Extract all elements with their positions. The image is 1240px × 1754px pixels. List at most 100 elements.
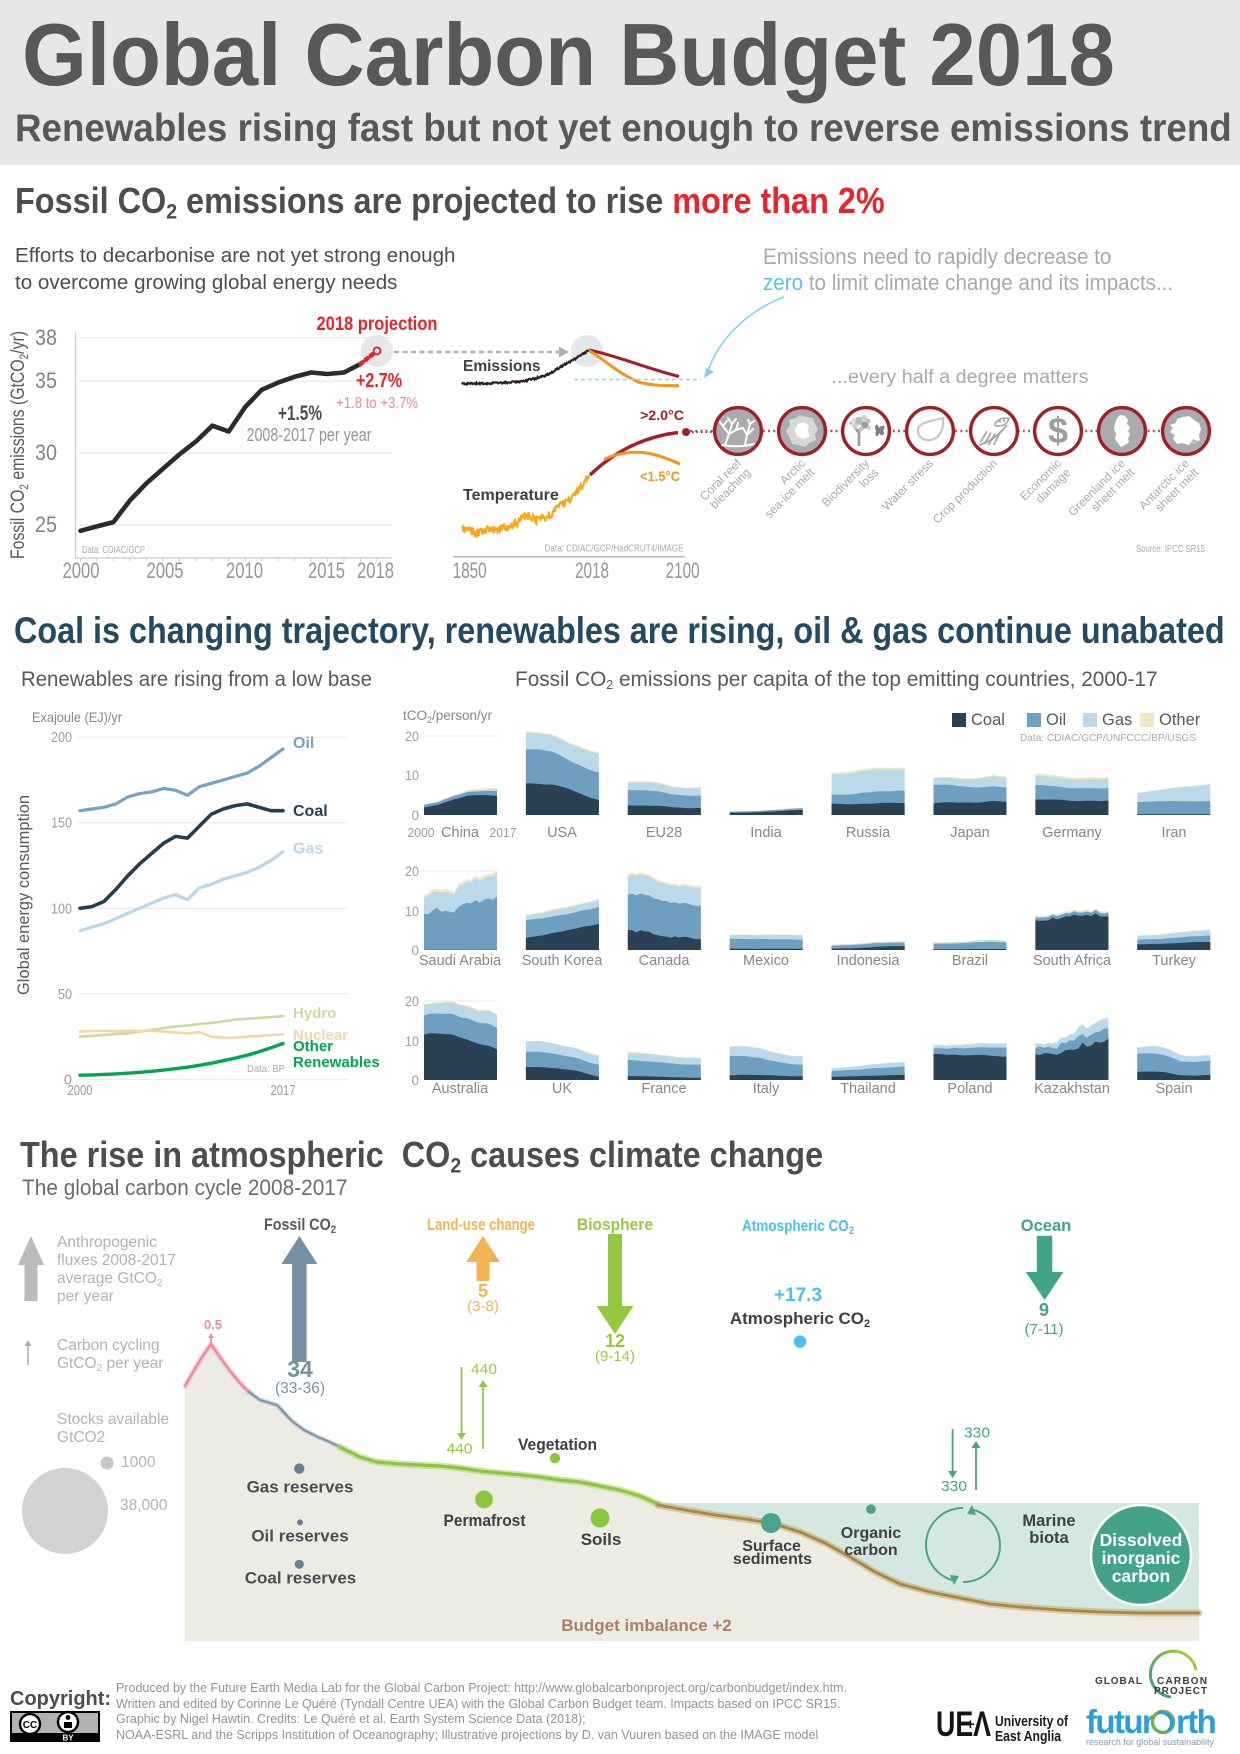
svg-text:UEΛ: UEΛ xyxy=(936,1705,991,1744)
svg-text:+: + xyxy=(966,1716,975,1733)
svg-text:futur: futur xyxy=(1086,1703,1155,1740)
svg-text:Iran: Iran xyxy=(1162,825,1187,841)
svg-text:150: 150 xyxy=(51,816,72,832)
svg-text:0: 0 xyxy=(411,808,419,823)
svg-text:tCO2/person/yr: tCO2/person/yr xyxy=(403,708,493,725)
svg-text:12: 12 xyxy=(605,1331,625,1351)
svg-text:Marine: Marine xyxy=(1022,1512,1075,1530)
svg-text:440: 440 xyxy=(447,1440,473,1457)
svg-text:330: 330 xyxy=(964,1425,990,1442)
svg-text:<1.5°C: <1.5°C xyxy=(640,469,680,484)
svg-text:Data: BP: Data: BP xyxy=(247,1063,285,1075)
svg-text:2018: 2018 xyxy=(357,558,394,583)
svg-text:China: China xyxy=(441,825,480,841)
svg-text:2000: 2000 xyxy=(408,825,435,840)
svg-text:Ocean: Ocean xyxy=(1021,1217,1071,1235)
svg-text:>2.0°C: >2.0°C xyxy=(640,408,684,423)
svg-text:2100: 2100 xyxy=(666,558,700,583)
svg-text:UK: UK xyxy=(552,1081,572,1097)
svg-text:2005: 2005 xyxy=(147,558,184,583)
svg-text:2000: 2000 xyxy=(63,558,100,583)
svg-text:Fossil CO2: Fossil CO2 xyxy=(264,1216,336,1236)
svg-text:Hydro: Hydro xyxy=(293,1005,336,1022)
svg-text:...every half a degree matters: ...every half a degree matters xyxy=(832,367,1089,388)
svg-text:20: 20 xyxy=(405,864,419,879)
svg-text:(9-14): (9-14) xyxy=(595,1348,635,1365)
svg-text:(3-8): (3-8) xyxy=(467,1298,499,1315)
svg-text:Vegetation: Vegetation xyxy=(518,1436,597,1454)
svg-text:38,000: 38,000 xyxy=(120,1497,168,1514)
svg-text:2018 projection: 2018 projection xyxy=(317,314,438,335)
svg-text:+17.3: +17.3 xyxy=(774,1285,822,1306)
svg-text:Thailand: Thailand xyxy=(840,1081,896,1097)
svg-text:Canada: Canada xyxy=(639,953,691,969)
svg-text:+1.5%: +1.5% xyxy=(278,402,322,425)
svg-text:Nuclear: Nuclear xyxy=(293,1027,348,1044)
svg-text:South Korea: South Korea xyxy=(522,953,604,969)
svg-text:2018: 2018 xyxy=(575,558,609,583)
svg-text:France: France xyxy=(641,1081,686,1097)
svg-text:Data: CDIAC/GCP: Data: CDIAC/GCP xyxy=(82,544,145,556)
svg-text:Oil: Oil xyxy=(1046,711,1066,729)
svg-text:Other: Other xyxy=(1159,711,1201,729)
svg-text:Gas reserves: Gas reserves xyxy=(247,1478,354,1497)
svg-text:0: 0 xyxy=(411,1073,419,1088)
svg-text:Atmospheric CO2: Atmospheric CO2 xyxy=(730,1309,870,1330)
svg-text:India: India xyxy=(750,825,782,841)
svg-text:Australia: Australia xyxy=(432,1081,489,1097)
svg-text:20: 20 xyxy=(405,994,419,1009)
svg-text:0.5: 0.5 xyxy=(204,1317,222,1332)
svg-text:Data: CDIAC/GCP/HadCRUT4/IMAGE: Data: CDIAC/GCP/HadCRUT4/IMAGE xyxy=(545,543,684,555)
svg-text:East Anglia: East Anglia xyxy=(995,1728,1062,1745)
svg-text:Source: IPCC SR15: Source: IPCC SR15 xyxy=(1136,543,1205,555)
svg-text:Indonesia: Indonesia xyxy=(837,953,901,969)
svg-text:fluxes 2008-2017: fluxes 2008-2017 xyxy=(57,1252,176,1269)
svg-text:Russia: Russia xyxy=(846,825,891,841)
svg-text:Organic: Organic xyxy=(841,1525,902,1542)
svg-text:Coal reserves: Coal reserves xyxy=(245,1569,357,1588)
svg-text:Other: Other xyxy=(293,1038,333,1055)
svg-text:10: 10 xyxy=(405,904,419,919)
svg-text:10: 10 xyxy=(405,1034,419,1049)
svg-text:Stocks available: Stocks available xyxy=(57,1411,169,1428)
svg-text:average GtCO2: average GtCO2 xyxy=(57,1270,163,1289)
svg-text:Oil reserves: Oil reserves xyxy=(251,1527,348,1546)
svg-text:100: 100 xyxy=(51,901,72,917)
svg-text:GtCO2: GtCO2 xyxy=(57,1429,105,1446)
svg-text:Coal: Coal xyxy=(293,803,328,820)
svg-text:1850: 1850 xyxy=(453,558,487,583)
svg-text:Land-use change: Land-use change xyxy=(427,1216,535,1234)
svg-text:rth: rth xyxy=(1176,1703,1216,1740)
svg-text:sediments: sediments xyxy=(733,1551,812,1568)
svg-text:1000: 1000 xyxy=(121,1454,156,1471)
svg-text:2017: 2017 xyxy=(490,825,517,840)
svg-text:+1.8 to +3.7%: +1.8 to +3.7% xyxy=(336,395,418,412)
svg-text:GLOBAL: GLOBAL xyxy=(1095,1676,1144,1687)
svg-text:Mexico: Mexico xyxy=(743,953,789,969)
svg-text:Atmospheric CO2: Atmospheric CO2 xyxy=(742,1218,854,1237)
svg-text:20: 20 xyxy=(405,729,419,744)
svg-text:(7-11): (7-11) xyxy=(1025,1321,1064,1338)
svg-text:Turkey: Turkey xyxy=(1152,953,1197,969)
svg-text:35: 35 xyxy=(35,368,57,393)
svg-text:2010: 2010 xyxy=(226,558,263,583)
svg-text:9: 9 xyxy=(1039,1300,1049,1320)
svg-text:440: 440 xyxy=(471,1361,497,1378)
svg-text:50: 50 xyxy=(58,987,72,1003)
svg-text:Renewables: Renewables xyxy=(293,1054,380,1071)
svg-text:Spain: Spain xyxy=(1155,1081,1192,1097)
svg-text:research for global sustainabi: research for global sustainability xyxy=(1086,1737,1214,1748)
svg-text:BY: BY xyxy=(62,1734,74,1743)
svg-text:Poland: Poland xyxy=(947,1081,992,1097)
svg-text:Exajoule (EJ)/yr: Exajoule (EJ)/yr xyxy=(32,710,122,725)
svg-text:$: $ xyxy=(1048,410,1068,451)
svg-text:South Africa: South Africa xyxy=(1033,953,1112,969)
svg-text:Gas: Gas xyxy=(1102,711,1132,729)
svg-text:Temperature: Temperature xyxy=(463,487,559,504)
svg-text:Surface: Surface xyxy=(742,1538,801,1555)
svg-text:biota: biota xyxy=(1029,1529,1069,1547)
svg-text:Kazakhstan: Kazakhstan xyxy=(1034,1081,1110,1097)
svg-text:Global energy consumption: Global energy consumption xyxy=(14,795,33,995)
svg-text:Carbon cycling: Carbon cycling xyxy=(57,1337,160,1354)
svg-text:Coal: Coal xyxy=(971,711,1005,729)
